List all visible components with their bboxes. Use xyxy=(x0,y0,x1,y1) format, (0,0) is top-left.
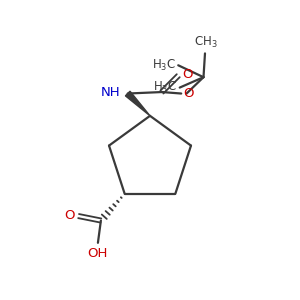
Text: O: O xyxy=(184,87,194,100)
Text: NH: NH xyxy=(101,86,120,99)
Text: H$_3$C: H$_3$C xyxy=(152,58,176,73)
Text: OH: OH xyxy=(88,247,108,260)
Text: H$_3$C: H$_3$C xyxy=(153,80,177,95)
Text: CH$_3$: CH$_3$ xyxy=(194,34,218,50)
Text: O: O xyxy=(182,68,192,81)
Polygon shape xyxy=(125,91,150,116)
Text: O: O xyxy=(64,209,75,222)
